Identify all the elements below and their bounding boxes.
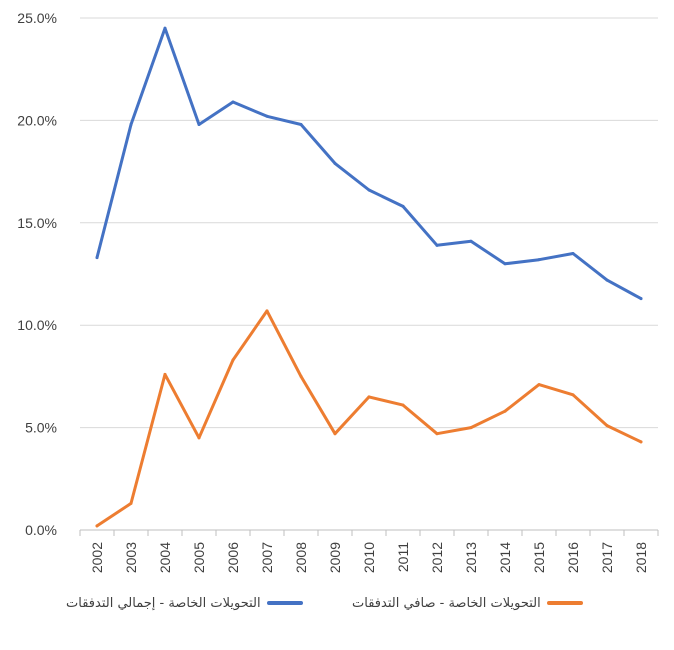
- line-chart: 0.0%5.0%10.0%15.0%20.0%25.0% 2002 2003 200…: [17, 10, 659, 573]
- data-point-net-flows: [367, 395, 371, 399]
- data-point-net-flows: [571, 393, 575, 397]
- data-point-total-flows: [401, 204, 405, 208]
- data-point-net-flows: [469, 426, 473, 430]
- x-tick-label: 2011: [395, 542, 411, 572]
- data-point-net-flows: [163, 372, 167, 376]
- data-point-net-flows: [537, 383, 541, 387]
- y-axis-ticks: 0.0% 5.0% 10.0% 15.0% 20.0% 25.0%: [17, 10, 57, 538]
- data-point-net-flows: [95, 524, 99, 528]
- data-point-net-flows: [401, 403, 405, 407]
- data-point-total-flows: [435, 243, 439, 247]
- x-tick-label: 2018: [633, 542, 649, 573]
- x-tick-label: 2008: [293, 542, 309, 573]
- legend-item-total-flows: التحويلات الخاصة - إجمالي التدفقات: [66, 588, 303, 618]
- x-tick-label: 2003: [123, 542, 139, 573]
- series-lines: [95, 26, 643, 528]
- x-tick-label: 2006: [225, 542, 241, 573]
- legend-swatch-total-flows: [266, 601, 303, 605]
- legend-label-net-flows: التحويلات الخاصة - صافي التدفقات: [352, 595, 541, 611]
- y-tick-label: 15.0%: [17, 215, 57, 231]
- series-line-total-flows: [95, 26, 643, 301]
- legend-item-net-flows: التحويلات الخاصة - صافي التدفقات: [352, 588, 583, 618]
- data-point-net-flows: [129, 501, 133, 505]
- x-axis-ticks: 2002 2003 2004 2005 2006 2007 2008 2009 2010 2011…: [79, 530, 659, 573]
- data-point-total-flows: [265, 114, 269, 118]
- data-point-net-flows: [299, 374, 303, 378]
- legend-swatch-net-flows: [546, 601, 583, 605]
- x-tick-label: 2017: [599, 542, 615, 573]
- y-tick-label: 25.0%: [17, 10, 57, 26]
- data-point-total-flows: [129, 122, 133, 126]
- data-point-net-flows: [435, 432, 439, 436]
- x-tick-label: 2014: [497, 542, 513, 573]
- data-point-net-flows: [333, 432, 337, 436]
- series-line-net-flows: [95, 309, 643, 528]
- x-tick-label: 2007: [259, 542, 275, 573]
- x-tick-label: 2009: [327, 542, 343, 573]
- x-tick-label: 2015: [531, 542, 547, 573]
- data-point-net-flows: [197, 436, 201, 440]
- x-tick-label: 2013: [463, 542, 479, 573]
- y-tick-label: 20.0%: [17, 112, 57, 128]
- data-point-net-flows: [503, 409, 507, 413]
- x-tick-label: 2005: [191, 542, 207, 573]
- data-point-total-flows: [299, 122, 303, 126]
- data-point-total-flows: [639, 297, 643, 301]
- data-point-net-flows: [265, 309, 269, 313]
- y-tick-label: 0.0%: [25, 522, 57, 538]
- data-point-total-flows: [571, 252, 575, 256]
- data-point-net-flows: [605, 424, 609, 428]
- data-point-total-flows: [163, 26, 167, 30]
- data-point-total-flows: [469, 239, 473, 243]
- data-point-total-flows: [197, 122, 201, 126]
- data-point-net-flows: [231, 358, 235, 362]
- y-tick-label: 10.0%: [17, 317, 57, 333]
- x-tick-label: 2004: [157, 542, 173, 573]
- x-tick-label: 2010: [361, 542, 377, 573]
- data-point-total-flows: [503, 262, 507, 266]
- gridlines: [80, 17, 658, 531]
- data-point-total-flows: [95, 256, 99, 260]
- data-point-total-flows: [333, 161, 337, 165]
- y-tick-label: 5.0%: [25, 420, 57, 436]
- data-point-total-flows: [367, 188, 371, 192]
- x-tick-label: 2012: [429, 542, 445, 573]
- legend-label-total-flows: التحويلات الخاصة - إجمالي التدفقات: [66, 595, 261, 611]
- data-point-total-flows: [231, 100, 235, 104]
- x-tick-label: 2002: [89, 542, 105, 573]
- data-point-total-flows: [537, 258, 541, 262]
- data-point-total-flows: [605, 278, 609, 282]
- data-point-net-flows: [639, 440, 643, 444]
- legend: التحويلات الخاصة - إجمالي التدفقات التحو…: [0, 588, 674, 618]
- x-tick-label: 2016: [565, 542, 581, 573]
